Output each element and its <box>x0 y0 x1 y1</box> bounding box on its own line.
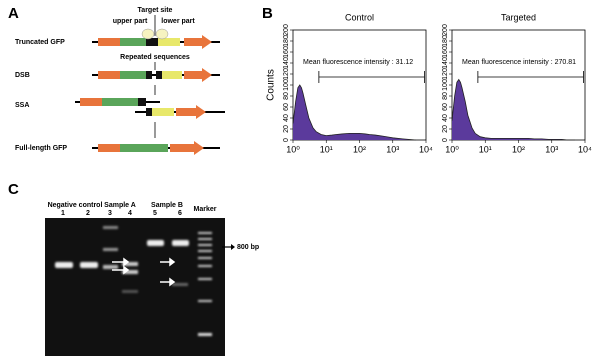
segment <box>98 71 120 79</box>
arrow-segment <box>184 68 212 82</box>
size-label: 800 bp <box>237 244 259 251</box>
segment <box>102 98 138 106</box>
histogram-line <box>451 78 575 141</box>
group-label: Sample A <box>104 202 136 209</box>
x-tick-label: 10² <box>512 144 525 154</box>
row-label: Full-length GFP <box>15 145 67 152</box>
gel-image <box>45 218 225 356</box>
x-tick-label: 10³ <box>545 144 558 154</box>
segment <box>98 144 120 152</box>
band-arrows <box>112 257 176 287</box>
x-tick-label: 10⁰ <box>286 144 300 154</box>
segment <box>146 38 158 46</box>
y-tick-label: 100 <box>442 79 449 91</box>
row-label: SSA <box>15 102 29 109</box>
area-fill <box>293 85 416 140</box>
diagram: Target site upper part lower part Trunca… <box>15 7 225 155</box>
y-tick-label: 120 <box>442 68 449 80</box>
segment <box>158 38 180 46</box>
arrow-segment <box>170 141 204 155</box>
histogram-line <box>292 84 417 141</box>
y-tick-label: 160 <box>442 46 449 58</box>
arrow-segment <box>184 35 212 49</box>
group-label: Sample B <box>151 202 183 209</box>
segment <box>146 71 152 79</box>
gel: Negative control Sample A Sample B Marke… <box>45 202 259 356</box>
y-tick-label: 60 <box>442 103 449 111</box>
label: upper part <box>113 18 148 25</box>
x-tick-label: 10² <box>353 144 366 154</box>
size-arrow <box>231 244 235 250</box>
arrow-segment <box>176 105 206 119</box>
y-tick-label: 200 <box>442 24 449 36</box>
annotation: Mean fluorescence intensity : 31.12 <box>303 59 413 66</box>
bands <box>55 226 212 336</box>
y-tick-label: 120 <box>283 68 290 80</box>
row-label: DSB <box>15 72 30 79</box>
y-tick-label: 160 <box>283 46 290 58</box>
y-tick-label: 20 <box>442 125 449 133</box>
chart-title: Targeted <box>501 12 536 22</box>
label: lower part <box>161 18 195 25</box>
y-tick-label: 60 <box>283 103 290 111</box>
y-tick-label: 0 <box>283 138 290 142</box>
loop <box>141 28 155 40</box>
segment <box>80 98 102 106</box>
x-tick-label: 10³ <box>386 144 399 154</box>
row-label: Truncated GFP <box>15 39 65 46</box>
y-tick-label: 180 <box>283 35 290 47</box>
y-tick-label: 140 <box>283 57 290 69</box>
lane-label: 2 <box>86 210 90 217</box>
panel-label: A <box>8 5 19 22</box>
x-tick-label: 10¹ <box>479 144 492 154</box>
lane-label: 4 <box>128 210 132 217</box>
lane-label: 5 <box>153 210 157 217</box>
plot-frame <box>292 29 427 141</box>
segment <box>98 38 120 46</box>
x-tick-label: 10¹ <box>320 144 333 154</box>
y-tick-label: 20 <box>283 125 290 133</box>
group-label: Negative control <box>48 202 103 209</box>
x-tick-label: 10⁴ <box>419 144 433 154</box>
lane-label: 1 <box>61 210 65 217</box>
segment <box>120 38 146 46</box>
area-fill <box>452 79 575 140</box>
segment <box>138 98 146 106</box>
annotation: Mean fluorescence intensity : 270.81 <box>462 59 576 66</box>
y-tick-label: 80 <box>442 92 449 100</box>
y-tick-label: 200 <box>283 24 290 36</box>
panel-label: C <box>8 181 19 198</box>
y-axis-label: Counts <box>266 69 277 101</box>
y-tick-label: 140 <box>442 57 449 69</box>
segment <box>156 71 162 79</box>
y-tick-label: 40 <box>283 114 290 122</box>
label: Repeated sequences <box>120 54 190 61</box>
y-tick-label: 100 <box>283 79 290 91</box>
y-tick-label: 180 <box>442 35 449 47</box>
lane-label: 6 <box>178 210 182 217</box>
segment <box>146 108 152 116</box>
plot-frame <box>451 29 586 141</box>
segment <box>120 71 146 79</box>
segment <box>152 108 174 116</box>
panel-label: B <box>262 5 273 22</box>
loop <box>155 28 169 40</box>
x-tick-label: 10⁴ <box>578 144 592 154</box>
segment <box>162 71 182 79</box>
x-tick-label: 10⁰ <box>445 144 459 154</box>
y-tick-label: 80 <box>283 92 290 100</box>
y-tick-label: 40 <box>442 114 449 122</box>
label: Target site <box>138 7 173 14</box>
y-tick-label: 0 <box>442 138 449 142</box>
marker-label: Marker <box>194 206 217 213</box>
lane-label: 3 <box>108 210 112 217</box>
chart-title: Control <box>345 12 374 22</box>
segment <box>120 144 168 152</box>
